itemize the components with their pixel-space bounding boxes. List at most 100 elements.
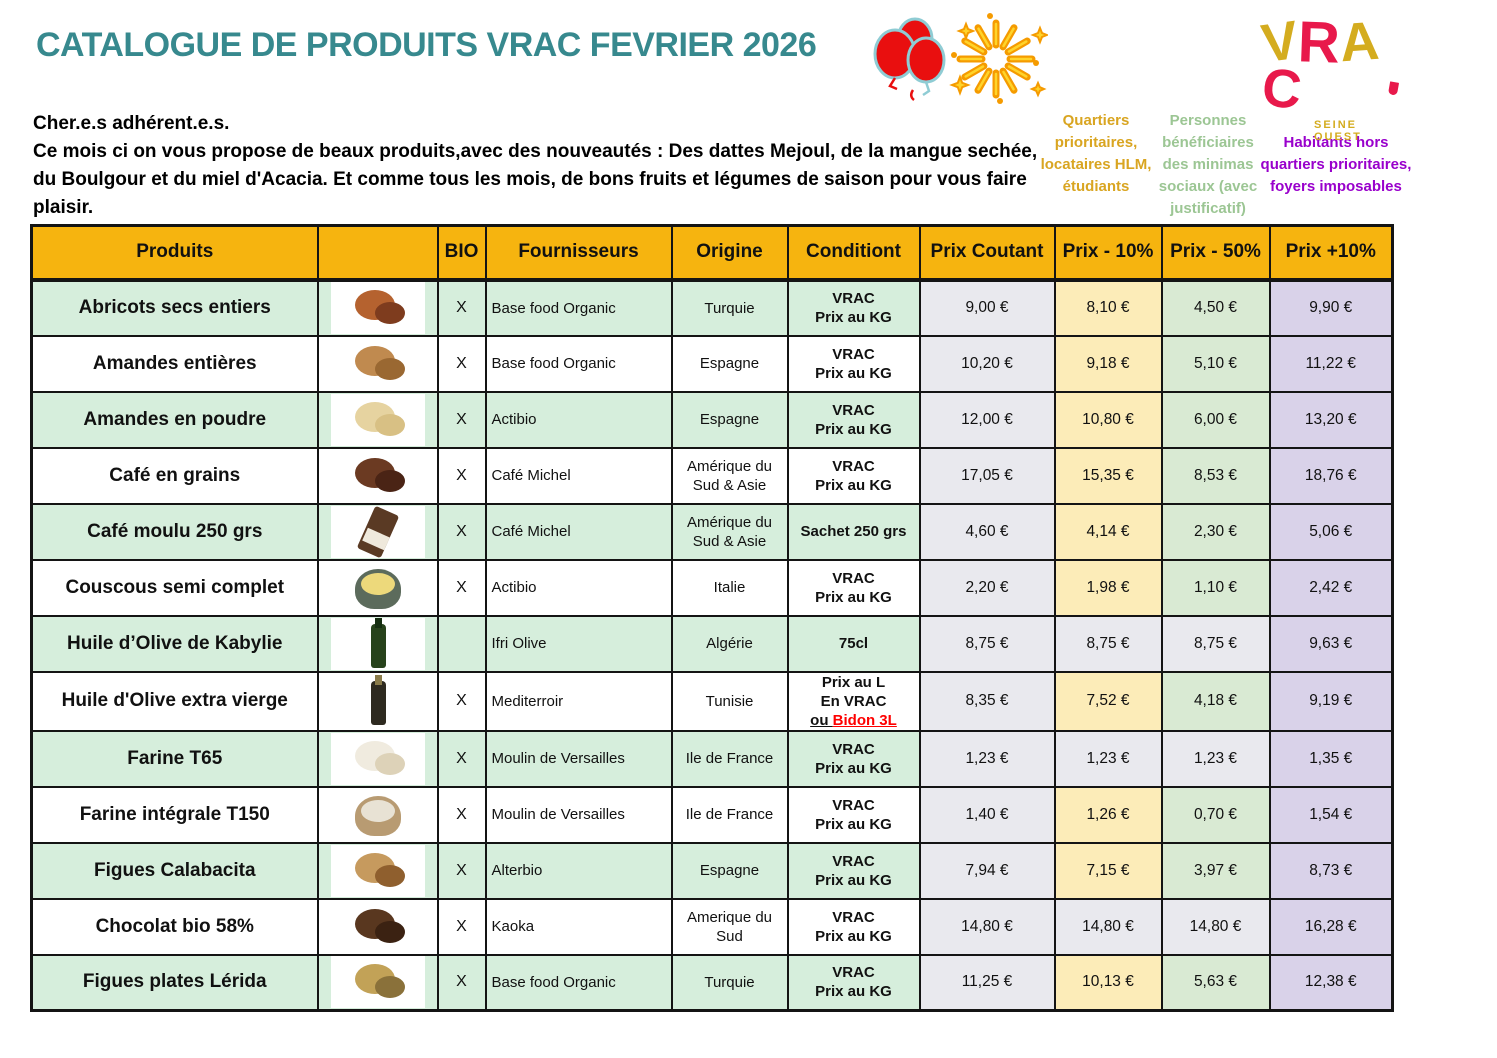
- bio-flag: X: [436, 729, 487, 788]
- note-minimas-sociaux: Personnes bénéficiaires des minimas soci…: [1158, 112, 1258, 217]
- origine: Italie: [670, 558, 789, 617]
- prix-moins-50: 4,18 €: [1160, 670, 1271, 732]
- product-photo: [330, 844, 425, 897]
- balloons-icon: [873, 17, 946, 101]
- bio-flag: X: [436, 670, 487, 732]
- col-header-fournisseurs: Fournisseurs: [484, 224, 673, 282]
- prix-plus-10: 1,54 €: [1268, 785, 1394, 844]
- origine: Amérique du Sud & Asie: [670, 446, 789, 505]
- prix-moins-10: 10,13 €: [1053, 953, 1163, 1012]
- fournisseur: Moulin de Versailles: [484, 729, 673, 788]
- product-name: Couscous semi complet: [30, 558, 319, 617]
- prix-plus-10: 8,73 €: [1268, 841, 1394, 900]
- prix-coutant: 11,25 €: [918, 953, 1056, 1012]
- fournisseur: Mediterroir: [484, 670, 673, 732]
- product-name: Café moulu 250 grs: [30, 502, 319, 561]
- conditionnement: VRAC Prix au KG: [786, 785, 921, 844]
- note-hors-quartiers: Habitants hors quartiers prioritaires, f…: [1260, 134, 1412, 195]
- conditionnement: VRAC Prix au KG: [786, 729, 921, 788]
- page-title: CATALOGUE DE PRODUITS VRAC FEVRIER 2026: [36, 26, 817, 64]
- table-row: Huile d'Olive extra vierge X Mediterroir…: [30, 670, 1394, 732]
- prix-moins-10: 7,15 €: [1053, 841, 1163, 900]
- celebration-clipart: [868, 12, 1050, 115]
- table-row: Amandes entières X Base food Organic Esp…: [30, 334, 1394, 393]
- logo-cedilla: [1387, 81, 1400, 96]
- product-name: Café en grains: [30, 446, 319, 505]
- origine: Espagne: [670, 390, 789, 449]
- prix-plus-10: 13,20 €: [1268, 390, 1394, 449]
- fournisseur: Moulin de Versailles: [484, 785, 673, 844]
- conditionnement: VRAC Prix au KG: [786, 278, 921, 337]
- product-photo: [330, 732, 425, 785]
- col-header-prix-moins-50: Prix - 50%: [1160, 224, 1271, 282]
- product-name: Figues plates Lérida: [30, 953, 319, 1012]
- bio-flag: X: [436, 278, 487, 337]
- fournisseur: Actibio: [484, 558, 673, 617]
- bio-flag: [436, 614, 487, 673]
- product-photo: [330, 788, 425, 841]
- product-photo: [330, 561, 425, 614]
- prix-moins-10: 7,52 €: [1053, 670, 1163, 732]
- bio-flag: X: [436, 841, 487, 900]
- prix-moins-50: 14,80 €: [1160, 897, 1271, 956]
- prix-moins-50: 5,10 €: [1160, 334, 1271, 393]
- product-photo: [330, 393, 425, 446]
- prix-moins-10: 15,35 €: [1053, 446, 1163, 505]
- product-photo-cell: [316, 278, 439, 337]
- prix-coutant: 14,80 €: [918, 897, 1056, 956]
- product-photo-cell: [316, 446, 439, 505]
- origine: Algérie: [670, 614, 789, 673]
- product-name: Amandes entières: [30, 334, 319, 393]
- product-name: Figues Calabacita: [30, 841, 319, 900]
- product-photo: [330, 505, 425, 558]
- conditionnement: Sachet 250 grs: [786, 502, 921, 561]
- table-row: Farine T65 X Moulin de Versailles Ile de…: [30, 729, 1394, 788]
- conditionnement: VRAC Prix au KG: [786, 334, 921, 393]
- prix-plus-10: 1,35 €: [1268, 729, 1394, 788]
- product-photo-cell: [316, 334, 439, 393]
- prix-plus-10: 18,76 €: [1268, 446, 1394, 505]
- product-name: Huile d'Olive extra vierge: [30, 670, 319, 732]
- note-quartiers-prioritaires: Quartiers prioritaires, locataires HLM, …: [1040, 112, 1152, 195]
- fournisseur: Café Michel: [484, 446, 673, 505]
- table-row: Figues plates Lérida X Base food Organic…: [30, 953, 1394, 1012]
- prix-moins-10: 1,98 €: [1053, 558, 1163, 617]
- col-header-origine: Origine: [670, 224, 789, 282]
- table-row: Figues Calabacita X Alterbio Espagne VRA…: [30, 841, 1394, 900]
- col-header-prix-plus-10: Prix +10%: [1268, 224, 1394, 282]
- product-name: Amandes en poudre: [30, 390, 319, 449]
- origine: Ile de France: [670, 785, 789, 844]
- product-photo: [330, 956, 425, 1009]
- table-row: Abricots secs entiers X Base food Organi…: [30, 278, 1394, 337]
- vrac-seine-ouest-logo: VRAC SEINE OUEST: [1258, 9, 1412, 143]
- table-row: Amandes en poudre X Actibio Espagne VRAC…: [30, 390, 1394, 449]
- product-photo-cell: [316, 614, 439, 673]
- prix-moins-10: 9,18 €: [1053, 334, 1163, 393]
- prix-coutant: 1,23 €: [918, 729, 1056, 788]
- origine: Espagne: [670, 841, 789, 900]
- conditionnement: 75cl: [786, 614, 921, 673]
- prix-moins-50: 4,50 €: [1160, 278, 1271, 337]
- table-row: Chocolat bio 58% X Kaoka Amerique du Sud…: [30, 897, 1394, 956]
- fournisseur: Ifri Olive: [484, 614, 673, 673]
- origine: Espagne: [670, 334, 789, 393]
- fournisseur: Base food Organic: [484, 278, 673, 337]
- conditionnement: VRAC Prix au KG: [786, 390, 921, 449]
- greeting-line: Cher.e.s adhérent.e.s.: [33, 113, 230, 134]
- prix-moins-50: 8,75 €: [1160, 614, 1271, 673]
- fireworks-icon: [949, 13, 1050, 104]
- conditionnement: Prix au L En VRAC ou Bidon 3L: [786, 670, 921, 732]
- product-photo: [330, 900, 425, 953]
- product-photo-cell: [316, 841, 439, 900]
- bio-flag: X: [436, 334, 487, 393]
- fournisseur: Café Michel: [484, 502, 673, 561]
- prix-moins-10: 1,23 €: [1053, 729, 1163, 788]
- prix-moins-50: 0,70 €: [1160, 785, 1271, 844]
- bio-flag: X: [436, 953, 487, 1012]
- prix-plus-10: 9,19 €: [1268, 670, 1394, 732]
- product-photo-cell: [316, 785, 439, 844]
- prix-plus-10: 16,28 €: [1268, 897, 1394, 956]
- conditionnement: VRAC Prix au KG: [786, 446, 921, 505]
- fournisseur: Base food Organic: [484, 334, 673, 393]
- product-photo: [330, 337, 425, 390]
